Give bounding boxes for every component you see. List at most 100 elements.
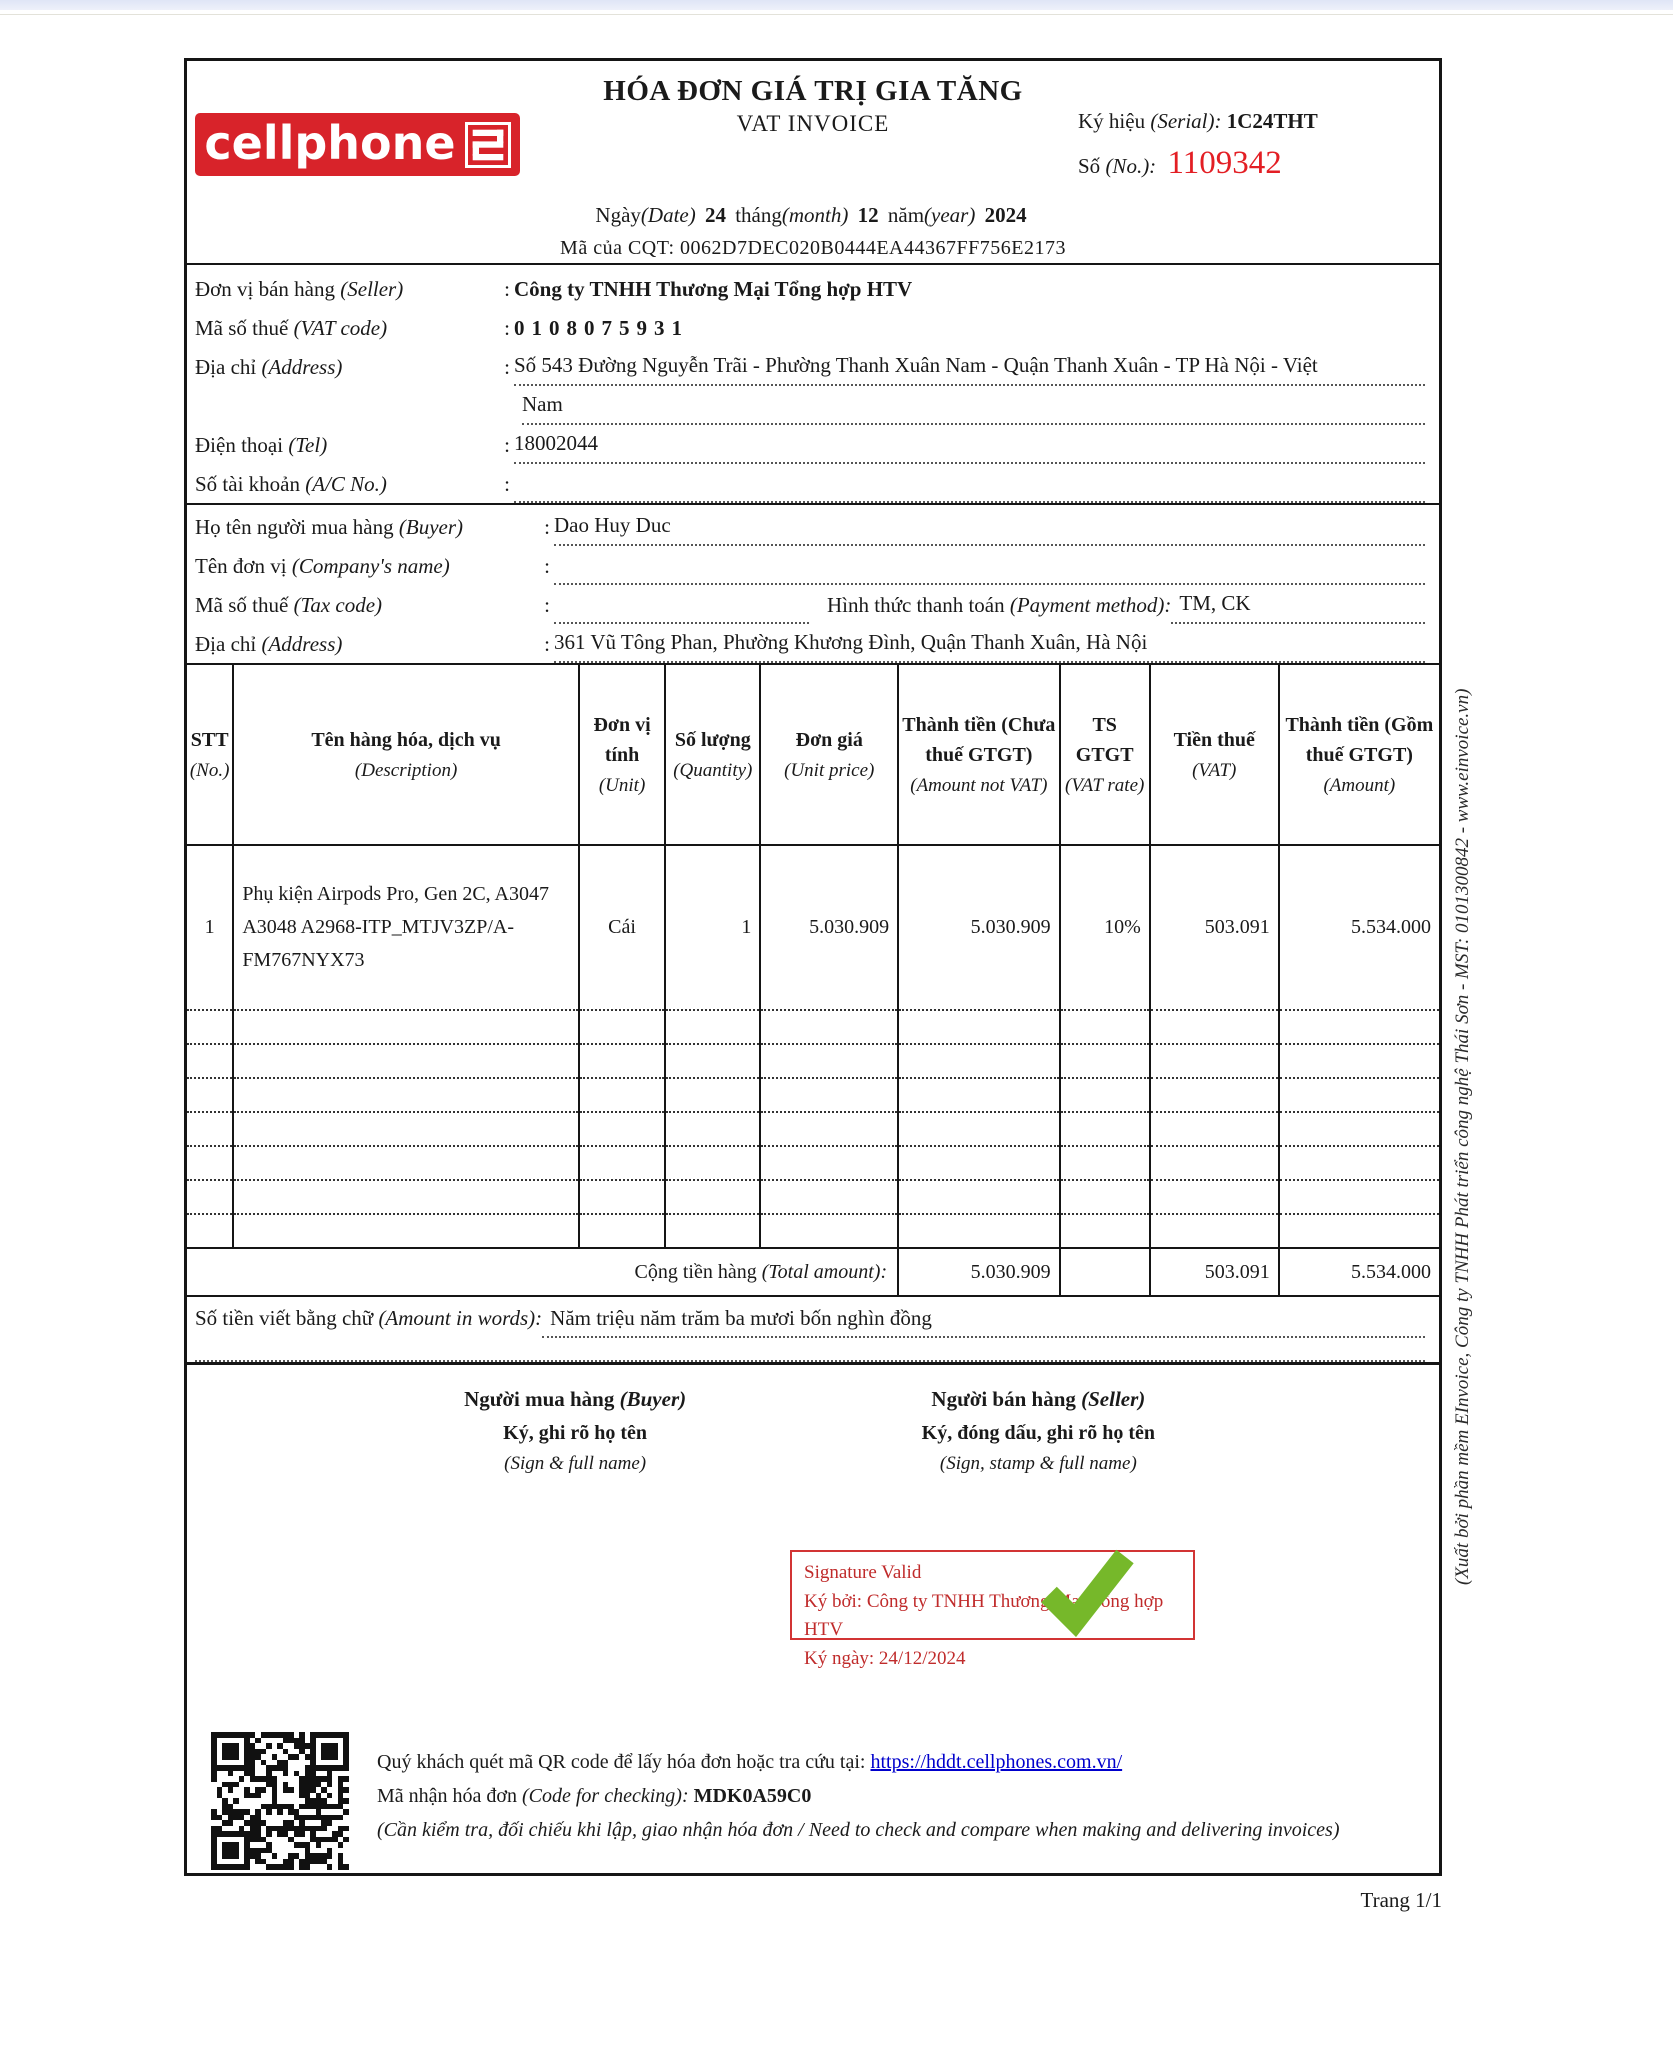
seller-signature-block: Người bán hàng (Seller) Ký, đóng dấu, gh… [921, 1387, 1156, 1474]
table-row-total: Cộng tiền hàng (Total amount): 5.030.909… [187, 1247, 1439, 1295]
year-label-en: (year) [924, 203, 976, 227]
item-vat-rate: 10% [1058, 845, 1150, 1011]
qr-instruction-line: Quý khách quét mã QR code để lấy hóa đơn… [377, 1751, 1123, 1773]
header-vat-rate: TS GTGT (VAT rate) [1058, 665, 1150, 846]
amount-in-words-label: Số tiền viết bằng chữ (Amount in words): [195, 1306, 543, 1330]
invoice-title-vi: HÓA ĐƠN GIÁ TRỊ GIA TĂNG [603, 75, 1023, 107]
date-day: 24 [704, 203, 726, 227]
item-vat: 503.091 [1148, 845, 1279, 1011]
buyer-name-value: Dao Huy Duc [554, 507, 1425, 546]
item-description: Phụ kiện Airpods Pro, Gen 2C, A3047 A304… [232, 845, 579, 1011]
invoice-no-label: Số [1078, 153, 1101, 178]
total-vat-rate-cell [1058, 1247, 1150, 1295]
serial-block: Ký hiệu (Serial): 1C24THT Số (No.): 1109… [1078, 105, 1423, 189]
buyer-address-value: 361 Vũ Tông Phan, Phường Khương Đình, Qu… [554, 624, 1425, 663]
table-row-empty [187, 1044, 1439, 1079]
month-label-en: (month) [781, 203, 849, 227]
seller-signature-instruction: Ký, đóng dấu, ghi rõ họ tên [921, 1422, 1156, 1444]
buyer-section: Họ tên người mua hàng (Buyer) : Dao Huy … [187, 505, 1439, 665]
serial-value: 1C24THT [1226, 109, 1318, 133]
seller-tel-value: 18002044 [514, 425, 1425, 464]
signed-date-text: Ký ngày: 24/12/2024 [804, 1647, 966, 1669]
buyer-signature-instruction-en: (Sign & full name) [504, 1453, 647, 1474]
invoice-code-value: MDK0A59C0 [693, 1785, 812, 1807]
logo-wordmark: cellphone [204, 115, 456, 170]
seller-account-label: Số tài khoản (A/C No.) [195, 472, 387, 496]
buyer-name-label: Họ tên người mua hàng (Buyer) [195, 515, 464, 539]
header-amount-not-vat: Thành tiền (Chưa thuế GTGT) (Amount not V… [897, 665, 1060, 846]
invoice-code-line: Mã nhận hóa đơn (Code for checking): MDK… [377, 1785, 812, 1807]
seller-name-label: Đơn vị bán hàng (Seller) [195, 277, 404, 301]
buyer-address-label: Địa chỉ (Address) [195, 632, 343, 656]
software-attribution-note: (Xuất bởi phần mềm EInvoice, Công ty TNH… [1452, 688, 1473, 1585]
page-top-divider [0, 14, 1673, 15]
table-row-empty [187, 1010, 1439, 1045]
date-year: 2024 [984, 203, 1027, 227]
seller-tel-label: Điện thoại (Tel) [195, 433, 328, 457]
seller-signature-instruction-en: (Sign, stamp & full name) [939, 1453, 1137, 1474]
date-month: 12 [857, 203, 879, 227]
digital-signature-stamp: Signature Valid Ký bởi: Công ty TNHH Thư… [790, 1549, 1195, 1669]
payment-method-label: Hình thức thanh toán (Payment method): [827, 593, 1172, 617]
qr-footer-section: Quý khách quét mã QR code để lấy hóa đơn… [187, 1727, 1439, 1875]
invoice-no-value: 1109342 [1167, 144, 1282, 181]
invoice-date-line: Ngày(Date) 24 tháng(month) 12 năm(year) … [187, 203, 1439, 228]
cellphones-logo: cellphone [195, 113, 520, 176]
header-stt: STT (No.) [187, 665, 234, 846]
total-label: Cộng tiền hàng (Total amount): [187, 1247, 899, 1295]
item-amount: 5.534.000 [1277, 845, 1439, 1011]
page-number: Trang 1/1 [1360, 1888, 1443, 1912]
amount-in-words-value: Năm triệu năm trăm ba mươi bốn nghìn đồn… [542, 1301, 1425, 1338]
invoice-document: cellphone HÓA ĐƠN GIÁ TRỊ GIA TĂNG VAT I… [184, 58, 1442, 1876]
item-unit-price: 5.030.909 [759, 845, 899, 1011]
item-qty: 1 [664, 845, 761, 1011]
total-amount: 5.534.000 [1277, 1247, 1439, 1295]
seller-address-line1: Số 543 Đường Nguyễn Trãi - Phường Thanh … [514, 347, 1425, 386]
buyer-company-label: Tên đơn vị (Company's name) [195, 554, 450, 578]
table-row-empty [187, 1214, 1439, 1249]
buyer-signature-block: Người mua hàng (Buyer) Ký, ghi rõ họ tên… [464, 1387, 687, 1474]
total-amount-not-vat: 5.030.909 [897, 1247, 1060, 1295]
header-unit-price: Đơn giá (Unit price) [759, 665, 899, 846]
buyer-signature-instruction: Ký, ghi rõ họ tên [503, 1422, 648, 1444]
lookup-link[interactable]: https://hddt.cellphones.com.vn/ [870, 1751, 1123, 1773]
table-header-row: STT (No.) Tên hàng hóa, dịch vụ (Descripti… [187, 665, 1439, 846]
item-unit: Cái [577, 845, 666, 1011]
item-amount-not-vat: 5.030.909 [897, 845, 1060, 1011]
total-vat: 503.091 [1148, 1247, 1279, 1295]
cqt-value: 0062D7DEC020B0444EA44367FF756E2173 [680, 237, 1066, 259]
signature-valid-text: Signature Valid [804, 1562, 922, 1583]
item-no: 1 [187, 845, 234, 1011]
buyer-tax-value [554, 622, 809, 624]
seller-address-line2: Nam [522, 386, 1425, 425]
invoice-header: cellphone HÓA ĐƠN GIÁ TRỊ GIA TĂNG VAT I… [187, 61, 1439, 265]
software-attribution-wrap: (Xuất bởi phần mềm EInvoice, Công ty TNH… [1452, 345, 1482, 1585]
table-row-empty [187, 1112, 1439, 1147]
seller-section: Đơn vị bán hàng (Seller) : Công ty TNHH … [187, 265, 1439, 505]
header-amount: Thành tiền (Gồm thuế GTGT) (Amount) [1277, 665, 1439, 846]
seller-vat-label: Mã số thuế (VAT code) [195, 316, 388, 340]
buyer-tax-label: Mã số thuế (Tax code) [195, 593, 383, 617]
serial-label-en: (Serial): [1150, 109, 1222, 133]
seller-signature-title: Người bán hàng [931, 1387, 1076, 1411]
seller-vat-value: 0108075931 [514, 316, 689, 340]
buyer-signature-title: Người mua hàng [464, 1387, 615, 1411]
invoice-no-label-en: (No.): [1105, 153, 1157, 178]
amount-in-words-section: Số tiền viết bằng chữ (Amount in words):… [187, 1295, 1439, 1365]
year-label: năm [887, 203, 925, 227]
cqt-label: Mã của CQT: [560, 237, 675, 259]
check-note-line: (Cần kiểm tra, đối chiếu khi lập, giao n… [377, 1819, 1340, 1841]
date-label-en: (Date) [640, 203, 696, 227]
checkmark-icon [1041, 1549, 1134, 1637]
seller-account-value [514, 501, 1425, 503]
table-row-empty [187, 1180, 1439, 1215]
blank-dotted-line [195, 1338, 1425, 1362]
date-label: Ngày [595, 203, 641, 227]
table-row-empty [187, 1146, 1439, 1181]
buyer-company-value [554, 583, 1425, 585]
signature-section: Người mua hàng (Buyer) Ký, ghi rõ họ tên… [187, 1365, 1439, 1727]
header-unit: Đơn vị tính (Unit) [577, 665, 666, 846]
seller-address-label: Địa chỉ (Address) [195, 355, 343, 379]
table-row-item: 1 Phụ kiện Airpods Pro, Gen 2C, A3047 A3… [187, 845, 1439, 1011]
browser-top-strip [0, 0, 1673, 10]
